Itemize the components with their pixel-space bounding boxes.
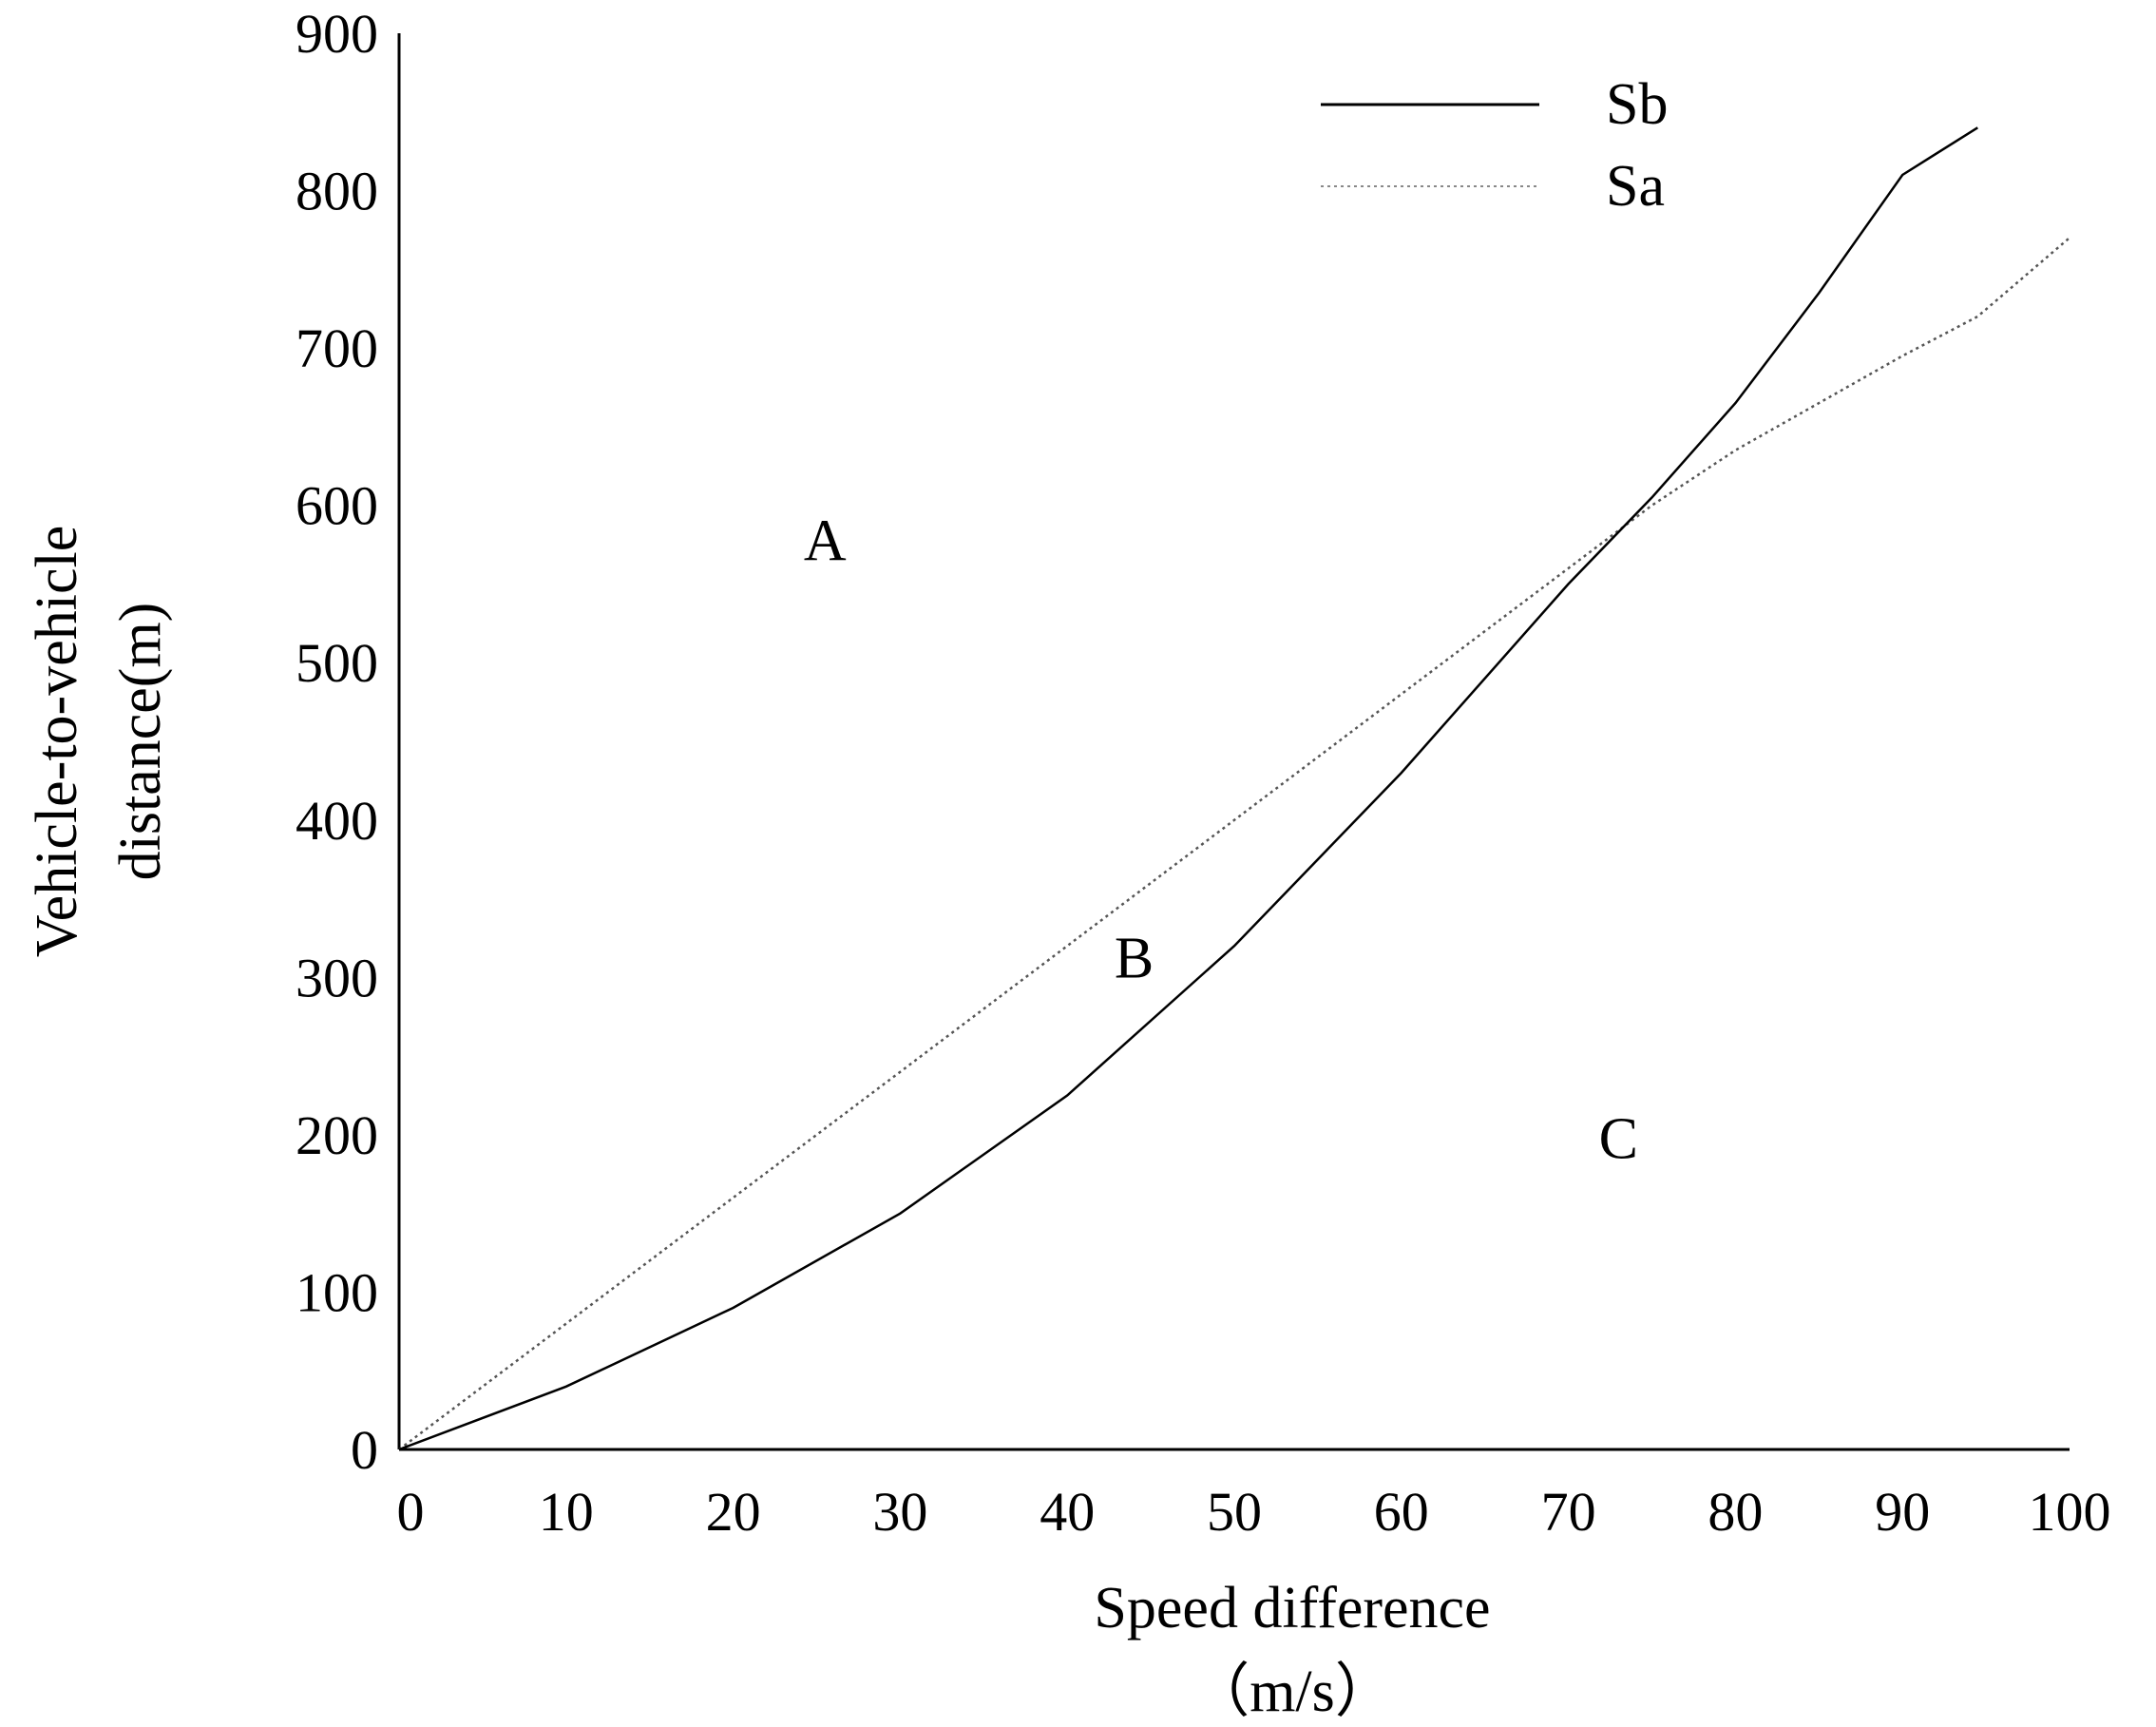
legend-label-sb: Sb [1606, 72, 1668, 137]
x-tick-label: 90 [1875, 1481, 1930, 1543]
legend: Sb Sa [1321, 72, 1668, 219]
x-axis-ticks: 0 10 20 30 40 50 60 70 80 90 100 [397, 1481, 2111, 1543]
x-tick-label: 100 [2029, 1481, 2111, 1543]
x-tick-label: 70 [1541, 1481, 1596, 1543]
region-label-b: B [1115, 926, 1154, 990]
legend-label-sa: Sa [1606, 154, 1665, 219]
y-tick-label: 500 [296, 632, 378, 694]
series-line-sb [398, 126, 1978, 1451]
x-tick-label: 30 [872, 1481, 927, 1543]
x-tick-label: 80 [1708, 1481, 1763, 1543]
x-tick-label: 40 [1040, 1481, 1095, 1543]
x-tick-label: 60 [1374, 1481, 1429, 1543]
y-axis-ticks: 0 100 200 300 400 500 600 700 800 900 [296, 3, 378, 1481]
region-labels: A B C [804, 509, 1638, 1172]
y-tick-label: 100 [296, 1261, 378, 1323]
y-tick-label: 200 [296, 1104, 378, 1166]
x-tick-label: 50 [1207, 1481, 1262, 1543]
y-tick-label: 800 [296, 161, 378, 222]
x-tick-label: 10 [539, 1481, 594, 1543]
y-tick-label: 300 [296, 947, 378, 1008]
x-axis-title-line2: （m/s） [1191, 1660, 1394, 1724]
y-axis-title: Vehicle-to-vehicle distance(m) [25, 526, 173, 957]
y-tick-label: 700 [296, 317, 378, 379]
x-axis-title-line1: Speed difference [1094, 1576, 1490, 1641]
y-tick-label: 400 [296, 790, 378, 852]
x-tick-label: 20 [706, 1481, 761, 1543]
series-line-sa [398, 237, 2070, 1450]
region-label-a: A [804, 509, 847, 574]
y-tick-label: 600 [296, 475, 378, 537]
y-tick-label: 0 [351, 1419, 378, 1481]
x-tick-label: 0 [397, 1481, 425, 1543]
y-tick-label: 900 [296, 3, 378, 65]
y-axis-title-line2: distance(m) [108, 603, 173, 881]
y-axis-title-line1: Vehicle-to-vehicle [25, 526, 89, 957]
region-label-c: C [1599, 1107, 1638, 1172]
